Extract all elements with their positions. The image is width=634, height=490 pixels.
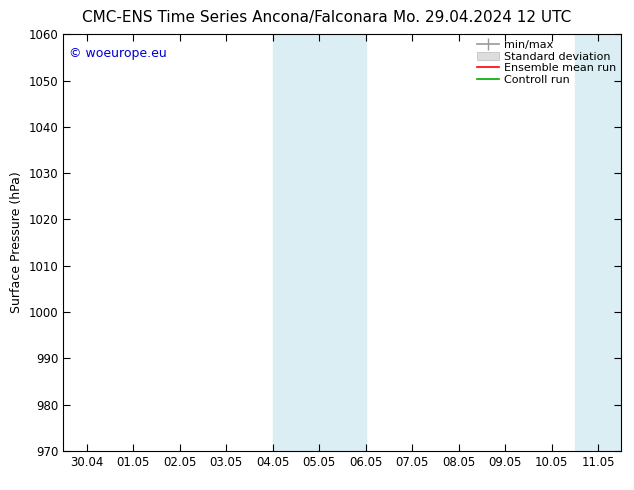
Text: Mo. 29.04.2024 12 UTC: Mo. 29.04.2024 12 UTC xyxy=(392,10,571,25)
Text: © woeurope.eu: © woeurope.eu xyxy=(69,47,167,60)
Bar xyxy=(575,34,621,451)
Text: CMC-ENS Time Series Ancona/Falconara: CMC-ENS Time Series Ancona/Falconara xyxy=(82,10,387,25)
Legend: min/max, Standard deviation, Ensemble mean run, Controll run: min/max, Standard deviation, Ensemble me… xyxy=(475,38,618,87)
Bar xyxy=(273,34,366,451)
Y-axis label: Surface Pressure (hPa): Surface Pressure (hPa) xyxy=(10,172,23,314)
